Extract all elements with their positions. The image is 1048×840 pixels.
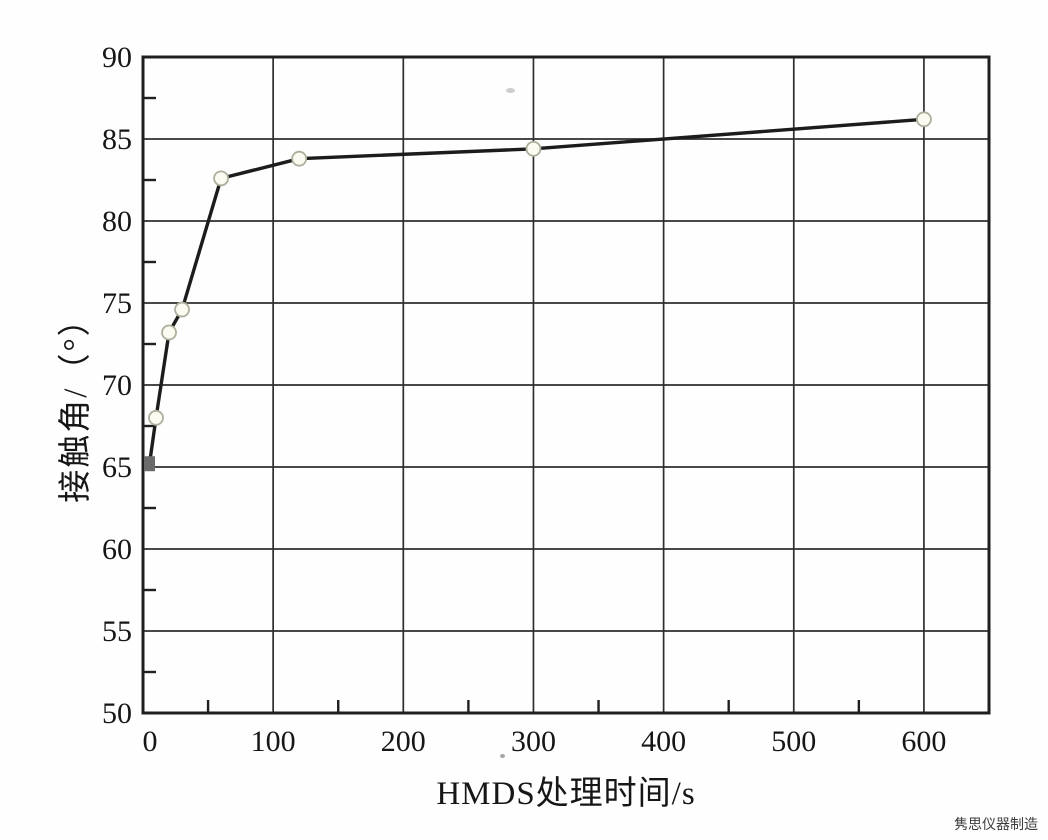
y-tick-label: 70 — [102, 369, 132, 402]
y-tick-label: 65 — [102, 451, 132, 484]
data-point — [148, 409, 164, 426]
data-point — [525, 140, 542, 157]
y-tick-label: 85 — [102, 123, 132, 156]
y-tick-label: 75 — [102, 287, 132, 320]
data-line — [147, 117, 926, 466]
data-point — [916, 111, 932, 128]
x-axis-title: HMDS处理时间/s — [436, 776, 696, 812]
x-tick-label: 200 — [381, 725, 426, 758]
data-point — [291, 150, 308, 167]
y-tick-label: 90 — [102, 41, 132, 74]
scan-artifact — [500, 754, 505, 758]
x-tick-label: 100 — [251, 725, 296, 758]
data-point — [161, 324, 177, 341]
y-axis-title: 接触角/（°） — [58, 301, 94, 503]
y-tick-label: 55 — [102, 615, 132, 648]
scan-artifact — [506, 88, 515, 93]
x-tick-label: 0 — [143, 725, 158, 758]
data-point-filled — [144, 456, 156, 472]
y-tick-label: 80 — [102, 205, 132, 238]
y-tick-label: 60 — [102, 533, 132, 566]
data-point — [174, 301, 190, 318]
x-tick-label: 400 — [641, 725, 686, 758]
x-tick-label: 600 — [901, 725, 946, 758]
y-tick-label: 50 — [102, 697, 132, 730]
watermark: 隽思仪器制造 — [954, 817, 1038, 833]
plot-frame — [141, 55, 991, 715]
x-tick-label: 500 — [771, 725, 816, 758]
x-tick-label: 300 — [511, 725, 556, 758]
data-point — [213, 170, 229, 187]
